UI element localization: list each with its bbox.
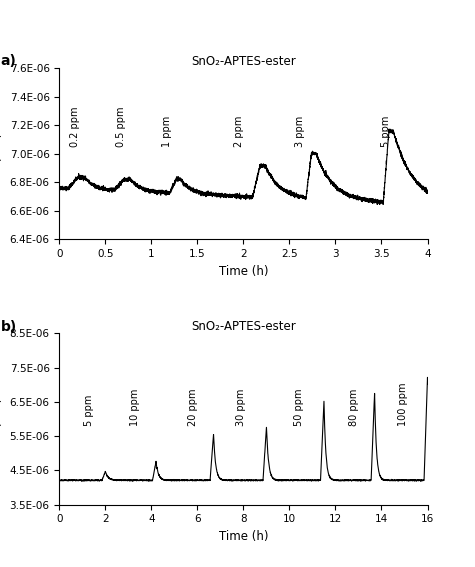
Text: 20 ppm: 20 ppm (188, 388, 198, 426)
Title: SnO₂-APTES-ester: SnO₂-APTES-ester (191, 320, 296, 333)
Text: 1 ppm: 1 ppm (162, 115, 172, 146)
Text: 100 ppm: 100 ppm (399, 382, 408, 426)
Text: 50 ppm: 50 ppm (294, 388, 304, 426)
X-axis label: Time (h): Time (h) (218, 265, 268, 277)
Text: 5 ppm: 5 ppm (381, 115, 391, 146)
Y-axis label: G (Ω⁻¹): G (Ω⁻¹) (0, 398, 4, 440)
Text: 5 ppm: 5 ppm (84, 395, 94, 426)
Y-axis label: G (Ω⁻¹): G (Ω⁻¹) (0, 133, 4, 175)
Text: 80 ppm: 80 ppm (349, 388, 359, 426)
Text: 2 ppm: 2 ppm (234, 115, 244, 146)
Text: 0.5 ppm: 0.5 ppm (116, 106, 126, 146)
Text: 0.2 ppm: 0.2 ppm (70, 106, 80, 146)
X-axis label: Time (h): Time (h) (218, 530, 268, 543)
Title: SnO₂-APTES-ester: SnO₂-APTES-ester (191, 55, 296, 68)
Text: 30 ppm: 30 ppm (236, 388, 246, 426)
Text: a): a) (0, 54, 16, 69)
Text: b): b) (0, 320, 17, 334)
Text: 10 ppm: 10 ppm (130, 388, 140, 426)
Text: 3 ppm: 3 ppm (295, 115, 305, 146)
